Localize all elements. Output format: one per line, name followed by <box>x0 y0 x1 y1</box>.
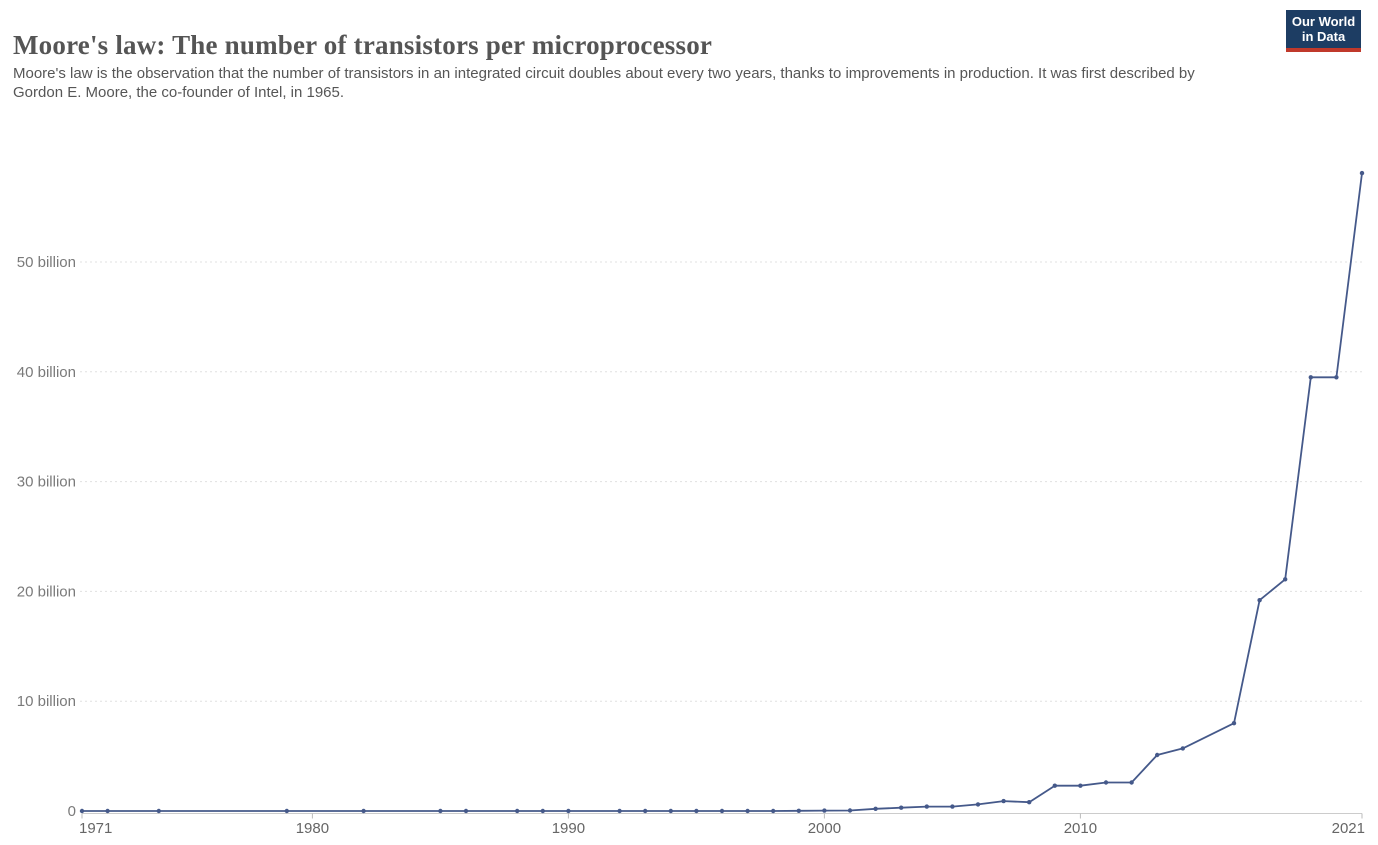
data-point[interactable] <box>950 804 955 809</box>
data-point[interactable] <box>975 802 981 807</box>
data-point[interactable] <box>438 808 443 814</box>
data-point[interactable] <box>79 808 85 814</box>
x-tick-label: 2010 <box>1064 820 1097 837</box>
series-line <box>81 172 1363 812</box>
x-tick-label: 1971 <box>79 820 112 837</box>
y-tick-label: 50 billion <box>17 254 76 271</box>
page-title: Moore's law: The number of transistors p… <box>13 30 713 61</box>
data-point[interactable] <box>1052 783 1058 788</box>
x-tick-label: 1990 <box>552 820 585 837</box>
data-point[interactable] <box>540 808 545 814</box>
y-tick-label: 10 billion <box>17 693 76 710</box>
data-point[interactable] <box>156 808 161 814</box>
data-point[interactable] <box>1001 798 1006 804</box>
page-subtitle: Moore's law is the observation that the … <box>13 65 1195 101</box>
data-point[interactable] <box>745 808 750 814</box>
data-point[interactable] <box>924 804 929 809</box>
data-point[interactable] <box>1180 746 1186 751</box>
data-point[interactable] <box>1231 721 1237 726</box>
data-point[interactable] <box>566 808 571 814</box>
data-point[interactable] <box>1078 783 1083 788</box>
data-point[interactable] <box>847 808 853 813</box>
y-tick-label: 20 billion <box>17 583 76 600</box>
data-point[interactable] <box>1103 780 1109 785</box>
data-point[interactable] <box>1283 577 1288 582</box>
data-point[interactable] <box>694 808 699 814</box>
data-point[interactable] <box>1308 375 1314 380</box>
data-point[interactable] <box>515 808 520 814</box>
owid-logo: Our World in Data <box>1286 10 1361 52</box>
data-point[interactable] <box>463 808 469 814</box>
data-point[interactable] <box>668 808 673 814</box>
data-point[interactable] <box>361 808 366 814</box>
data-point[interactable] <box>822 808 827 813</box>
data-point[interactable] <box>284 808 289 814</box>
data-point[interactable] <box>771 808 776 814</box>
y-tick-label: 0 <box>68 803 76 820</box>
x-tick-label: 2021 <box>1332 820 1365 837</box>
data-point[interactable] <box>1155 752 1160 758</box>
data-point[interactable] <box>1027 800 1032 805</box>
x-tick-label: 1980 <box>296 820 329 837</box>
data-point[interactable] <box>1257 598 1262 603</box>
owid-logo-line2: in Data <box>1301 29 1346 44</box>
data-point[interactable] <box>105 808 110 814</box>
x-tick-label: 2000 <box>808 820 841 837</box>
data-point[interactable] <box>1359 170 1365 176</box>
data-point[interactable] <box>899 805 904 810</box>
data-point[interactable] <box>643 808 648 814</box>
data-point[interactable] <box>719 808 725 814</box>
data-point[interactable] <box>1334 375 1339 380</box>
data-point[interactable] <box>873 806 878 811</box>
y-tick-label: 40 billion <box>17 364 76 381</box>
data-point[interactable] <box>796 808 801 813</box>
owid-logo-line1: Our World <box>1291 14 1356 29</box>
data-point[interactable] <box>1129 780 1134 785</box>
y-tick-label: 30 billion <box>17 474 76 491</box>
data-point[interactable] <box>617 808 622 814</box>
